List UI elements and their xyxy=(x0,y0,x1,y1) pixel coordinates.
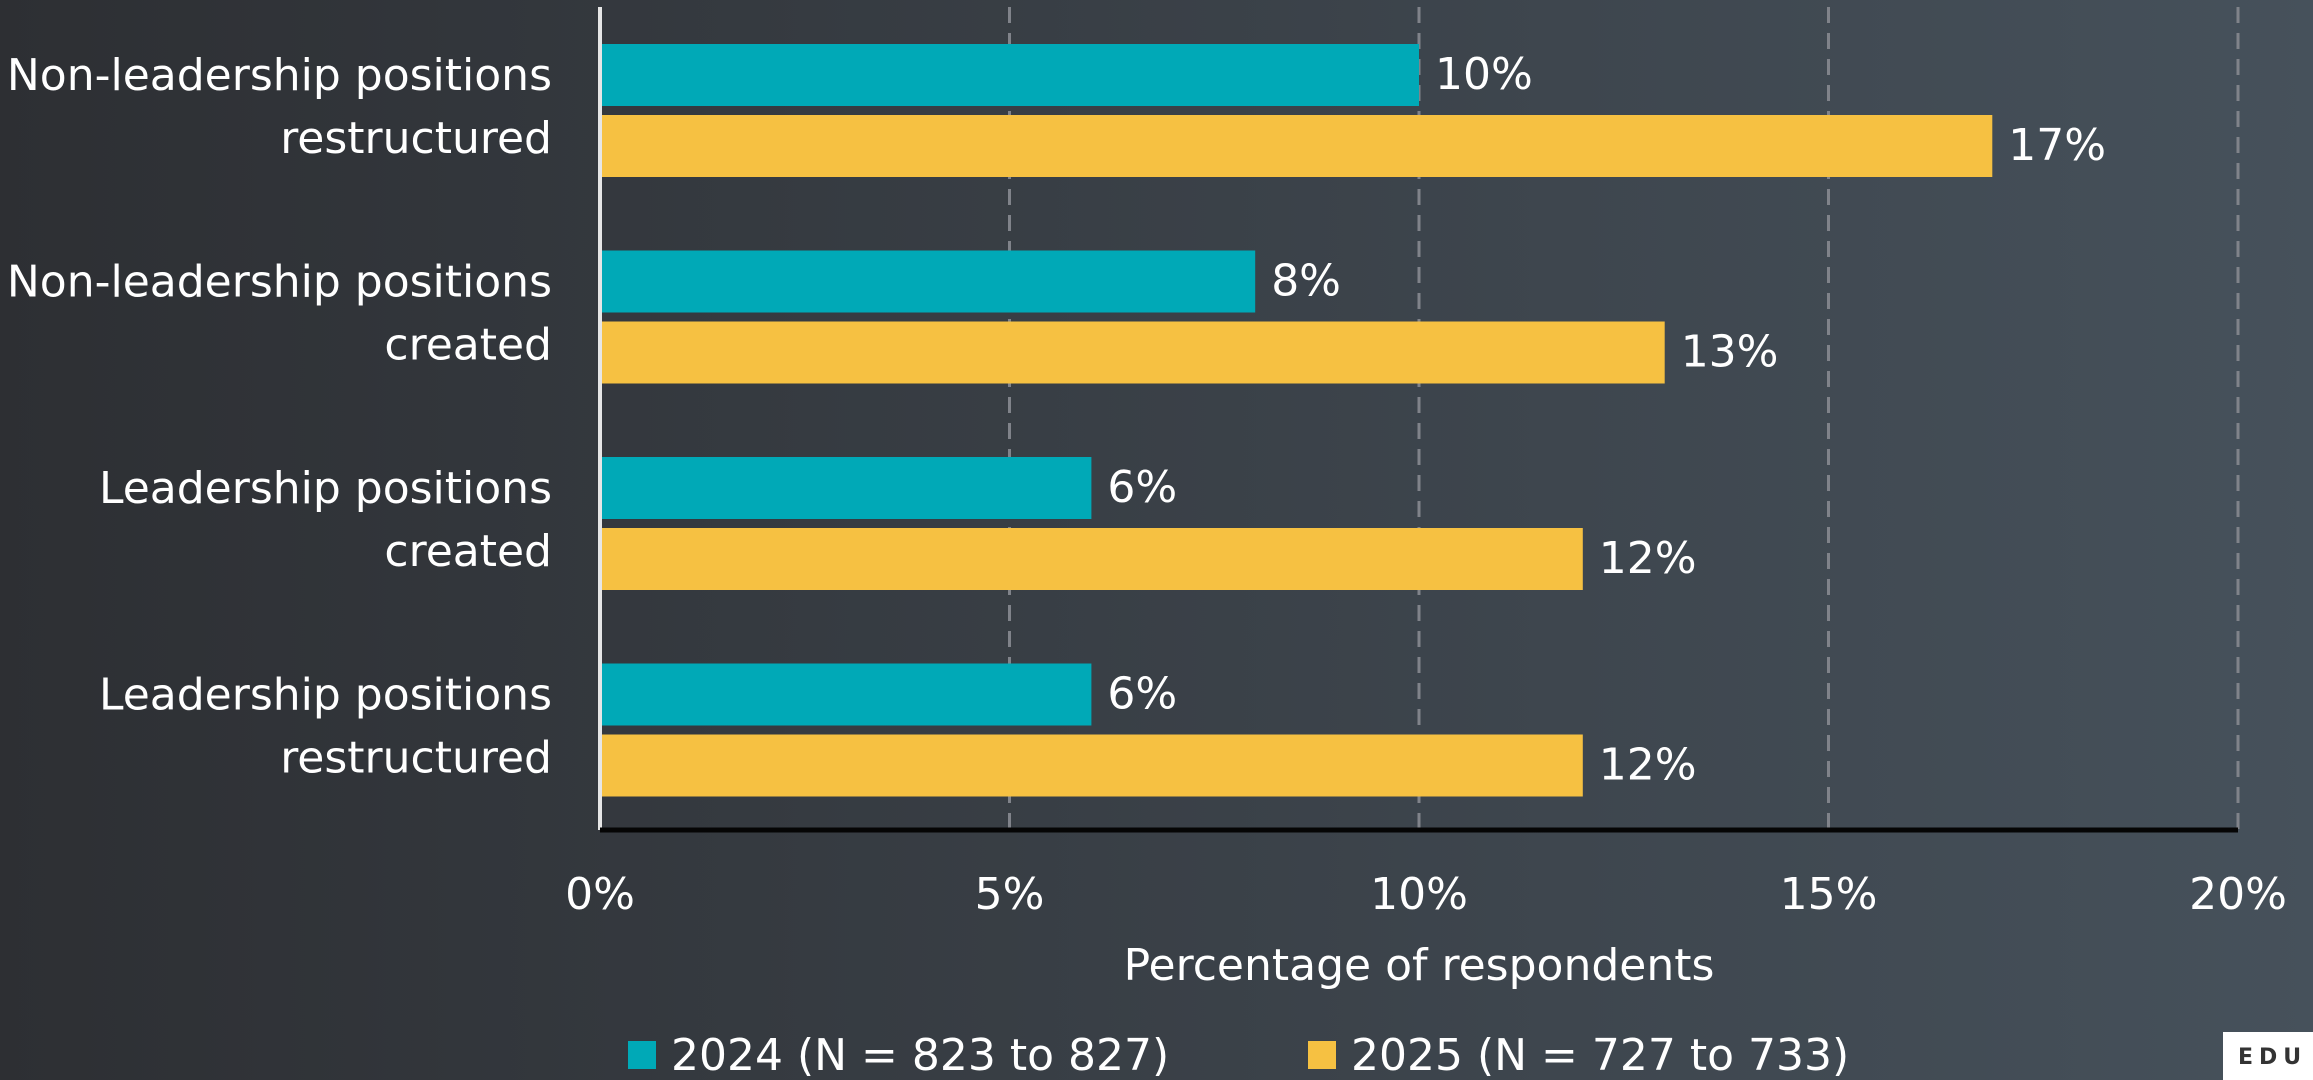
data-label: 12% xyxy=(1599,533,1697,584)
legend-swatch xyxy=(1308,1041,1336,1069)
logo: EDU xyxy=(2238,1045,2307,1070)
y-tick-label: Non-leadership positions restructured xyxy=(7,50,552,164)
x-tick-label: 0% xyxy=(565,869,635,920)
x-tick-label: 5% xyxy=(975,869,1045,920)
bar xyxy=(600,115,1993,177)
y-tick-label-line: created xyxy=(384,320,552,371)
y-tick-label-line: restructured xyxy=(280,113,552,164)
y-tick-label: Non-leadership positions created xyxy=(7,257,552,371)
bar xyxy=(600,663,1092,726)
x-tick-label: 20% xyxy=(2189,869,2287,920)
y-tick-label-line: Non-leadership positions xyxy=(7,257,552,308)
y-tick-label-line: Leadership positions xyxy=(99,463,552,514)
bar xyxy=(600,250,1256,313)
y-tick-label-line: created xyxy=(384,526,552,577)
bar xyxy=(600,528,1583,590)
data-label: 12% xyxy=(1599,740,1697,791)
x-tick-label: 10% xyxy=(1370,869,1468,920)
bar xyxy=(600,734,1583,797)
y-tick-label-line: Non-leadership positions xyxy=(7,50,552,101)
y-tick-label-line: restructured xyxy=(280,733,552,784)
data-label: 13% xyxy=(1681,327,1779,378)
bar xyxy=(600,321,1665,384)
y-tick-label: Leadership positions restructured xyxy=(99,670,552,784)
data-label: 8% xyxy=(1271,256,1341,307)
bar xyxy=(600,44,1419,106)
y-tick-label-line: Leadership positions xyxy=(99,670,552,721)
logo-box xyxy=(2223,1032,2313,1080)
legend-swatch xyxy=(628,1041,656,1069)
legend-label: 2024 (N = 823 to 827) xyxy=(671,1030,1169,1080)
data-label: 17% xyxy=(2008,120,2106,171)
y-tick-label: Leadership positions created xyxy=(99,463,552,577)
legend-label: 2025 (N = 727 to 733) xyxy=(1351,1030,1849,1080)
bar xyxy=(600,457,1092,519)
x-axis-title: Percentage of respondents xyxy=(1124,940,1715,991)
x-tick-label: 15% xyxy=(1780,869,1878,920)
data-label: 6% xyxy=(1107,462,1177,513)
data-label: 6% xyxy=(1107,669,1177,720)
data-label: 10% xyxy=(1435,49,1533,100)
